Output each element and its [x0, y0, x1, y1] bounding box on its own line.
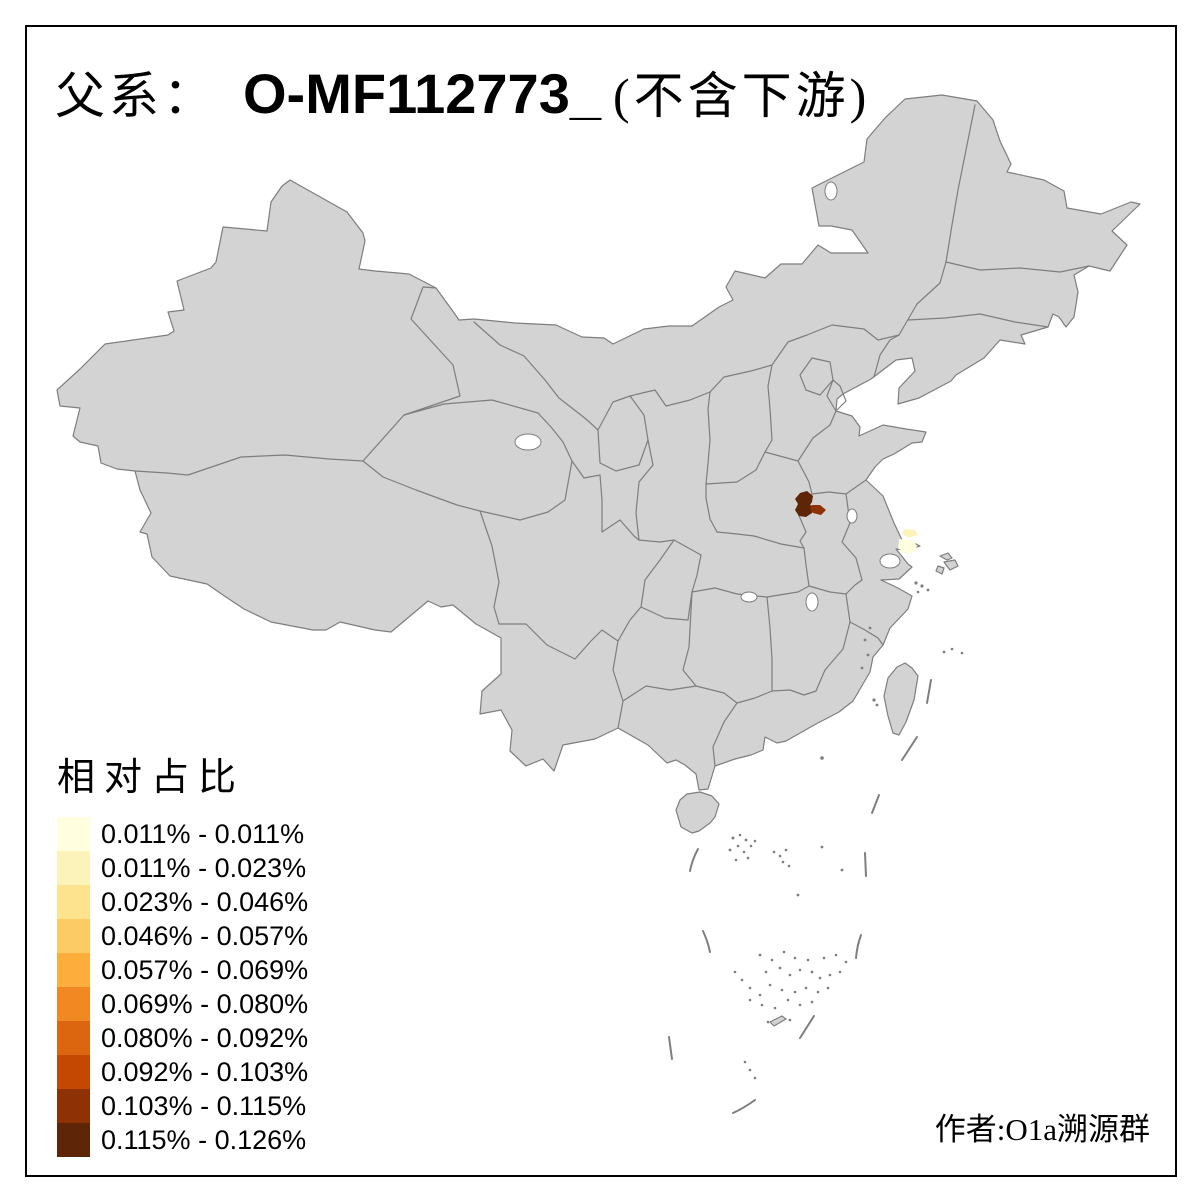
taiwan-island [883, 662, 919, 736]
title-haplogroup: O-MF112773_ [243, 62, 601, 125]
legend-swatch [57, 817, 90, 851]
lakes [514, 181, 901, 612]
south-china-sea-islands [728, 833, 848, 1080]
legend-title: 相对占比 [57, 757, 246, 799]
legend-swatch [57, 851, 90, 885]
legend-label: 0.011% - 0.011% [101, 818, 305, 849]
legend-row: 0.115% - 0.126% [57, 1123, 308, 1157]
highlighted-regions [795, 491, 918, 554]
legend-row: 0.023% - 0.046% [57, 885, 308, 919]
legend: 相对占比 0.011% - 0.011% 0.011% - 0.023% 0.0… [57, 746, 308, 1157]
spratly-islet [769, 1015, 787, 1027]
highlight-light-main [898, 539, 917, 554]
taihu-lake [879, 553, 901, 569]
highlight-light-north [902, 529, 918, 538]
legend-label: 0.092% - 0.103% [101, 1056, 309, 1087]
legend-row: 0.069% - 0.080% [57, 987, 308, 1021]
legend-rows: 0.011% - 0.011% 0.011% - 0.023% 0.023% -… [57, 817, 308, 1157]
legend-swatch [57, 919, 90, 953]
legend-label: 0.103% - 0.115% [101, 1090, 307, 1121]
legend-swatch [57, 1021, 90, 1055]
legend-row: 0.103% - 0.115% [57, 1089, 308, 1123]
hainan-island [675, 791, 720, 834]
legend-row: 0.011% - 0.011% [57, 817, 308, 851]
legend-label: 0.046% - 0.057% [101, 920, 309, 951]
shanghai-islets [935, 552, 959, 575]
poyang-lake [805, 592, 819, 612]
legend-label: 0.023% - 0.046% [101, 886, 309, 917]
highlight-dark-primary [795, 491, 814, 517]
highlight-dark-secondary [810, 505, 826, 515]
legend-label: 0.115% - 0.126% [101, 1124, 307, 1155]
province-borders [134, 104, 1090, 767]
legend-swatch [57, 1055, 90, 1089]
page-title: 父系： O-MF112773_ (不含下游) [55, 56, 870, 128]
legend-row: 0.011% - 0.023% [57, 851, 308, 885]
hongze-lake [846, 508, 858, 524]
title-prefix: 父系： [55, 68, 217, 124]
legend-swatch [57, 987, 90, 1021]
legend-row: 0.080% - 0.092% [57, 1021, 308, 1055]
legend-swatch [57, 953, 90, 987]
legend-swatch [57, 1089, 90, 1123]
legend-row: 0.057% - 0.069% [57, 953, 308, 987]
legend-swatch [57, 1123, 90, 1157]
legend-label: 0.057% - 0.069% [101, 954, 309, 985]
qinghai-lake [514, 433, 542, 451]
dongting-lake [740, 591, 758, 603]
legend-swatch [57, 885, 90, 919]
legend-label: 0.080% - 0.092% [101, 1022, 309, 1053]
attribution: 作者:O1a溯源群 [934, 1112, 1150, 1147]
coastal-islets [820, 581, 964, 760]
legend-row: 0.046% - 0.057% [57, 919, 308, 953]
title-suffix: (不含下游) [612, 68, 871, 124]
nine-dash-line [668, 679, 932, 1114]
legend-row: 0.092% - 0.103% [57, 1055, 308, 1089]
legend-label: 0.069% - 0.080% [101, 988, 309, 1019]
hulun-lake [824, 181, 838, 201]
legend-label: 0.011% - 0.023% [101, 852, 307, 883]
